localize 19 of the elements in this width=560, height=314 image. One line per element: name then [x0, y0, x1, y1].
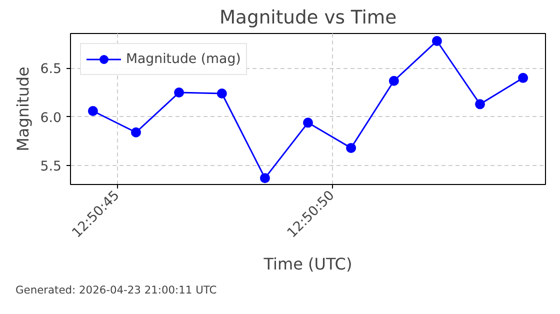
- y-axis-title: Magnitude: [13, 66, 32, 152]
- point: [388, 76, 399, 86]
- point: [303, 118, 313, 128]
- point: [475, 99, 486, 110]
- point: [346, 142, 356, 153]
- x-axis-title: Time (UTC): [262, 254, 352, 274]
- point: [432, 36, 442, 46]
- point: [130, 127, 141, 138]
- text: Generated: 2026-04-23 21:00:11 UTC: [16, 284, 217, 296]
- point: [88, 106, 98, 116]
- legend-label: Magnitude (mag): [126, 52, 241, 66]
- point: [260, 173, 270, 184]
- point: [174, 88, 184, 98]
- point: [216, 88, 227, 98]
- chart-title: Magnitude vs Time: [219, 8, 397, 28]
- y-tick-label: 6.0: [40, 110, 62, 126]
- point: [518, 72, 528, 83]
- y-tick-label: 6.5: [40, 62, 62, 78]
- y-tick-label: 5.5: [40, 159, 62, 174]
